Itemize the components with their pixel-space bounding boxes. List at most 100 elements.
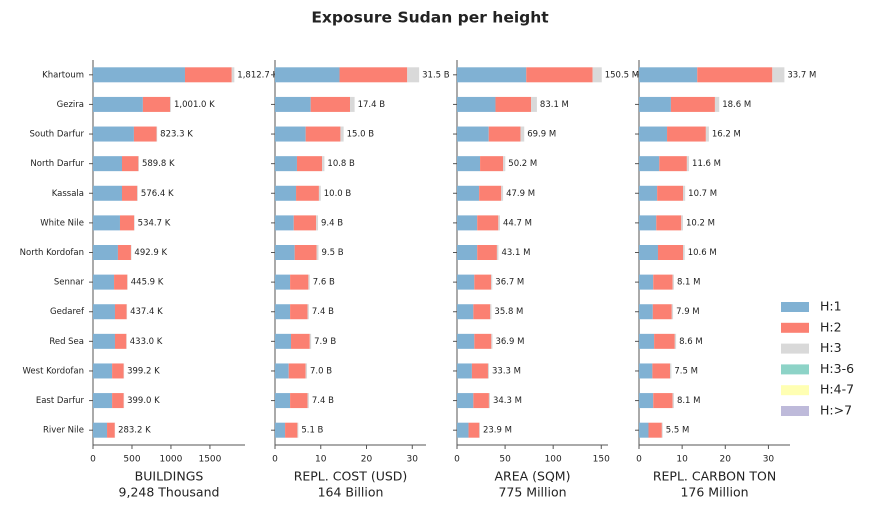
- bar-segment: [457, 245, 478, 260]
- x-tick-label: 30: [763, 455, 775, 465]
- legend-label: H:4-7: [820, 382, 854, 397]
- bar-segment: [293, 215, 317, 231]
- bar-segment: [672, 274, 674, 290]
- bar-segment: [275, 126, 306, 142]
- bar-segment: [683, 185, 686, 201]
- bar-segment: [275, 156, 297, 172]
- legend-label: H:3-6: [820, 361, 854, 376]
- bar-segment: [496, 245, 499, 260]
- legend-swatch: [781, 322, 809, 333]
- x-tick-label: 10: [315, 455, 327, 465]
- value-label: 7.9 M: [676, 307, 700, 317]
- value-label: 7.9 B: [314, 337, 336, 347]
- bar-segment: [316, 245, 319, 260]
- bar-segment: [639, 363, 653, 379]
- bar-segment: [471, 363, 488, 379]
- x-tick-label: 500: [123, 455, 140, 465]
- bar-segment: [93, 393, 113, 409]
- bar-segment: [495, 96, 532, 112]
- bar-segment: [657, 185, 684, 201]
- value-label: 8.6 M: [679, 337, 703, 347]
- bar-segment: [112, 363, 124, 379]
- bar-segment: [457, 363, 472, 379]
- bar-segment: [114, 333, 127, 349]
- bar-segment: [285, 422, 298, 438]
- bar-segment: [639, 304, 653, 320]
- bar-segment: [340, 126, 344, 142]
- bar-segment: [681, 215, 684, 231]
- bar-segment: [659, 156, 687, 172]
- value-label: 33.7 M: [787, 70, 816, 80]
- bar-segment: [339, 67, 408, 83]
- x-tick-label: 0: [454, 455, 460, 465]
- bar-segment: [318, 185, 321, 201]
- value-label: 10.0 B: [324, 189, 352, 199]
- legend-swatch: [781, 385, 809, 396]
- bar-segment: [503, 156, 506, 172]
- bar-segment: [93, 422, 108, 438]
- legend-label: H:3: [820, 340, 842, 355]
- bar-segment: [639, 333, 655, 349]
- bar-segment: [592, 67, 602, 83]
- value-label: 36.9 M: [495, 337, 524, 347]
- bar-segment: [490, 304, 492, 320]
- value-label: 5.1 B: [301, 426, 323, 436]
- bar-segment: [480, 156, 504, 172]
- value-label: 10.7 M: [688, 189, 717, 199]
- y-tick-label: North Darfur: [30, 159, 84, 169]
- bar-segment: [653, 274, 673, 290]
- x-tick-label: 0: [272, 455, 278, 465]
- bar-segment: [670, 96, 715, 112]
- bar-segment: [93, 274, 115, 290]
- bar-segment: [275, 245, 295, 260]
- bar-segment: [114, 304, 127, 320]
- value-label: 69.9 M: [527, 130, 556, 140]
- bar-segment: [133, 126, 157, 142]
- x-axis-label: REPL. CARBON TON: [653, 469, 776, 484]
- value-label: 823.3 K: [160, 130, 193, 140]
- x-tick-label: 20: [361, 455, 373, 465]
- bar-segment: [657, 245, 684, 260]
- value-label: 399.0 K: [127, 396, 160, 406]
- legend-label: H:>7: [820, 403, 852, 418]
- y-tick-label: Gezira: [57, 100, 84, 110]
- value-label: 8.1 M: [677, 278, 701, 288]
- bar-segment: [275, 333, 292, 349]
- bar-segment: [308, 274, 310, 290]
- bar-segment: [93, 126, 134, 142]
- bar-segment: [479, 422, 480, 438]
- bar-segment: [275, 215, 294, 231]
- bar-segment: [309, 333, 312, 349]
- bar-segment: [653, 393, 673, 409]
- value-label: 43.1 M: [501, 248, 530, 258]
- bar-segment: [474, 274, 492, 290]
- bar-segment: [457, 156, 481, 172]
- bar-segment: [772, 67, 785, 83]
- x-tick-label: 150: [593, 455, 610, 465]
- bar-segment: [107, 422, 115, 438]
- x-axis-total: 164 Billion: [318, 485, 384, 500]
- bar-segment: [671, 304, 674, 320]
- bar-segment: [531, 96, 537, 112]
- x-tick-label: 1000: [159, 455, 182, 465]
- value-label: 23.9 M: [483, 426, 512, 436]
- bar-segment: [639, 67, 698, 83]
- bar-segment: [322, 156, 325, 172]
- value-label: 17.4 B: [358, 100, 386, 110]
- bar-segment: [142, 96, 171, 112]
- bar-segment: [477, 215, 499, 231]
- x-tick-label: 100: [545, 455, 562, 465]
- bar-segment: [93, 363, 113, 379]
- bar-segment: [639, 156, 660, 172]
- legend-swatch: [781, 302, 809, 312]
- bar-segment: [526, 67, 593, 83]
- bar-segment: [457, 185, 480, 201]
- bar-segment: [121, 156, 139, 172]
- value-label: 7.4 B: [312, 396, 334, 406]
- y-tick-label: North Kordofan: [20, 248, 84, 258]
- value-label: 34.3 M: [493, 396, 522, 406]
- bar-segment: [294, 245, 317, 260]
- bar-segment: [275, 304, 291, 320]
- bar-segment: [457, 67, 527, 83]
